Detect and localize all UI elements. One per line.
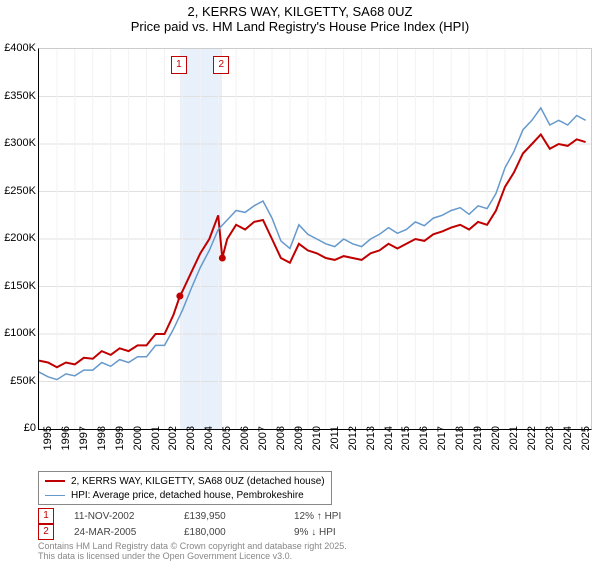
chart-plot-area [38,48,592,430]
legend-swatch-red [45,480,65,482]
legend-label-1: 2, KERRS WAY, KILGETTY, SA68 0UZ (detach… [71,476,325,487]
ytick-label: £300K [0,137,36,149]
xtick-label: 2020 [490,426,502,466]
title-line2: Price paid vs. HM Land Registry's House … [0,19,600,34]
xtick-label: 2004 [203,426,215,466]
xtick-label: 2002 [167,426,179,466]
xtick-label: 2016 [418,426,430,466]
xtick-label: 2013 [365,426,377,466]
footer-line2: This data is licensed under the Open Gov… [38,552,347,562]
chart-container: 2, KERRS WAY, KILGETTY, SA68 0UZ Price p… [0,0,600,560]
transaction-date: 11-NOV-2002 [74,511,184,522]
title-block: 2, KERRS WAY, KILGETTY, SA68 0UZ Price p… [0,0,600,34]
xtick-label: 2018 [454,426,466,466]
xtick-label: 1998 [96,426,108,466]
chart-svg [39,49,591,429]
xtick-label: 2001 [150,426,162,466]
xtick-label: 2015 [400,426,412,466]
legend-label-2: HPI: Average price, detached house, Pemb… [71,490,304,501]
legend-row-2: HPI: Average price, detached house, Pemb… [45,488,325,502]
legend-row-1: 2, KERRS WAY, KILGETTY, SA68 0UZ (detach… [45,474,325,488]
transaction-marker: 1 [38,508,54,524]
title-line1: 2, KERRS WAY, KILGETTY, SA68 0UZ [0,4,600,19]
xtick-label: 2024 [562,426,574,466]
ytick-label: £100K [0,327,36,339]
xtick-label: 2022 [526,426,538,466]
xtick-label: 2003 [185,426,197,466]
xtick-label: 2007 [257,426,269,466]
xtick-label: 1997 [78,426,90,466]
transaction-row: 2 24-MAR-2005£180,0009% ↓ HPI [38,524,404,540]
ytick-label: £150K [0,280,36,292]
xtick-label: 2012 [347,426,359,466]
transaction-date: 24-MAR-2005 [74,527,184,538]
xtick-label: 2011 [329,426,341,466]
xtick-label: 2008 [275,426,287,466]
legend: 2, KERRS WAY, KILGETTY, SA68 0UZ (detach… [38,471,332,505]
chart-marker-1: 1 [171,56,187,74]
xtick-label: 1996 [60,426,72,466]
legend-swatch-blue [45,495,65,496]
transaction-table: 1 11-NOV-2002£139,95012% ↑ HPI 2 24-MAR-200… [38,508,404,540]
xtick-label: 1995 [42,426,54,466]
transaction-marker: 2 [38,524,54,540]
xtick-label: 2023 [544,426,556,466]
transaction-row: 1 11-NOV-2002£139,95012% ↑ HPI [38,508,404,524]
ytick-label: £0 [0,422,36,434]
ytick-label: £350K [0,90,36,102]
footer: Contains HM Land Registry data © Crown c… [38,542,347,562]
xtick-label: 2009 [293,426,305,466]
xtick-label: 2010 [311,426,323,466]
xtick-label: 2021 [508,426,520,466]
xtick-label: 2014 [383,426,395,466]
xtick-label: 2025 [580,426,592,466]
xtick-label: 2017 [436,426,448,466]
transaction-price: £139,950 [184,511,294,522]
xtick-label: 2006 [239,426,251,466]
xtick-label: 2019 [472,426,484,466]
chart-marker-2: 2 [213,56,229,74]
transaction-price: £180,000 [184,527,294,538]
ytick-label: £400K [0,42,36,54]
transaction-change: 12% ↑ HPI [294,511,404,522]
ytick-label: £200K [0,232,36,244]
xtick-label: 1999 [114,426,126,466]
xtick-label: 2005 [221,426,233,466]
xtick-label: 2000 [132,426,144,466]
ytick-label: £250K [0,185,36,197]
transaction-change: 9% ↓ HPI [294,527,404,538]
ytick-label: £50K [0,375,36,387]
